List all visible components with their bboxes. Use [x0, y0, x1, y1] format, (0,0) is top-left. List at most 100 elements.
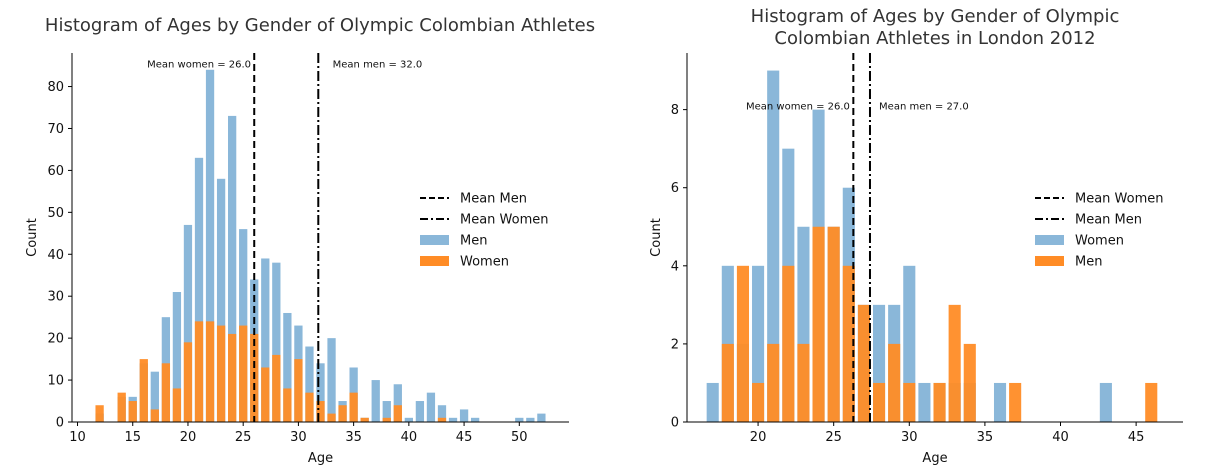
x-tick-label: 40	[1052, 430, 1069, 445]
bar-women-age-28	[272, 354, 281, 422]
y-tick-label: 70	[47, 122, 64, 137]
y-axis-label: Count	[649, 218, 664, 257]
bar-men-age-30	[903, 382, 916, 422]
bar-men-age-37	[1009, 382, 1022, 422]
y-tick-label: 0	[56, 416, 64, 431]
bar-women-age-21	[194, 321, 204, 422]
bar-men-age-23	[216, 178, 226, 422]
x-tick-label: 15	[124, 430, 141, 445]
bar-men-age-33	[948, 304, 961, 422]
bar-men-age-38	[382, 401, 391, 422]
bar-men-age-22	[782, 265, 795, 422]
bar-men-age-29	[283, 312, 292, 422]
bar-men-age-21	[767, 343, 780, 422]
bar-men-age-24	[812, 226, 825, 422]
bar-men-age-45	[459, 409, 469, 422]
x-tick-label: 20	[180, 430, 197, 445]
bar-men-age-31	[305, 346, 314, 422]
bar-women-age-38	[382, 417, 391, 422]
annotation-1: Mean men = 32.0	[333, 60, 423, 71]
bar-men-age-25	[827, 226, 840, 422]
bar-women-age-24	[228, 333, 237, 422]
bar-men-age-50	[515, 417, 524, 422]
bar-men-age-52	[537, 413, 546, 422]
bar-men-age-34	[963, 343, 976, 422]
legend-entry-mean-women: Mean Women	[1075, 192, 1164, 207]
legend-swatch	[420, 256, 449, 266]
bar-women-age-21	[767, 70, 780, 422]
bar-men-age-28	[272, 262, 281, 422]
y-tick-label: 40	[47, 248, 64, 263]
bar-men-age-25	[239, 229, 248, 422]
bar-women-age-43	[437, 417, 447, 422]
bar-men-age-46	[1145, 382, 1158, 422]
bar-women-age-29	[283, 388, 292, 422]
bar-men-age-32	[316, 363, 325, 422]
bar-men-age-33	[327, 338, 336, 422]
bar-women-age-35	[349, 392, 358, 422]
bar-men-age-41	[415, 401, 425, 422]
legend-swatch	[1035, 256, 1064, 266]
legend-entry-women: Women	[460, 255, 509, 270]
bar-men-age-20	[752, 382, 765, 422]
x-tick-label: 10	[69, 430, 86, 445]
legend-entry-women: Women	[1075, 234, 1124, 249]
bar-women-age-17	[706, 382, 719, 422]
x-axis-label: Age	[922, 451, 947, 466]
bar-women-age-19	[172, 388, 182, 422]
bar-women-age-16	[139, 359, 148, 422]
bar-women-age-39	[393, 405, 402, 422]
bar-women-age-27	[261, 367, 270, 422]
bar-women-age-32	[316, 401, 325, 422]
x-tick-label: 25	[825, 430, 842, 445]
legend-entry-men: Men	[1075, 255, 1102, 270]
bar-men-age-43	[437, 405, 447, 422]
bar-men-age-51	[526, 417, 535, 422]
bar-women-age-31	[918, 382, 931, 422]
bar-women-age-17	[150, 409, 159, 422]
x-tick-label: 35	[345, 430, 362, 445]
x-tick-label: 35	[977, 430, 994, 445]
chart-title: Histogram of Ages by Gender of Olympic Co…	[751, 6, 1120, 49]
legend-entry-men: Men	[460, 234, 487, 249]
bar-men-age-46	[470, 417, 480, 422]
bar-men-age-27	[261, 258, 270, 422]
bar-men-age-44	[448, 417, 458, 422]
legend-entry-mean-men: Mean Men	[460, 192, 527, 207]
legend-swatch	[1035, 235, 1064, 245]
bar-men-age-27	[857, 304, 870, 422]
bar-women-age-33	[327, 413, 336, 422]
bar-men-age-39	[393, 384, 402, 422]
bar-women-age-30	[294, 359, 303, 422]
y-tick-label: 0	[671, 416, 679, 431]
bar-men-age-40	[404, 417, 413, 422]
bar-women-age-18	[161, 363, 171, 422]
y-tick-label: 4	[671, 259, 679, 274]
chart-panel-right: Mean women = 26.0 Mean men = 27.020 25 30 35…	[649, 6, 1183, 466]
series-women	[95, 321, 447, 422]
annotation-0: Mean women = 26.0	[147, 60, 251, 71]
x-tick-label: 30	[290, 430, 307, 445]
bar-women-age-36	[360, 417, 369, 422]
bar-women-age-14	[117, 392, 126, 422]
x-tick-label: 45	[1128, 430, 1145, 445]
bar-women-age-36	[993, 382, 1007, 422]
legend: Mean Men Mean Women Men Women	[420, 192, 549, 270]
bar-men-age-17	[150, 371, 159, 422]
bar-men-age-28	[873, 382, 886, 422]
bar-women-age-43	[1099, 382, 1112, 422]
annotation-1: Mean men = 27.0	[879, 102, 969, 113]
bar-women-age-22	[205, 321, 215, 422]
y-tick-label: 50	[47, 206, 64, 221]
chart-title: Histogram of Ages by Gender of Olympic C…	[45, 15, 595, 36]
bar-men-age-23	[797, 343, 810, 422]
bar-women-age-15	[128, 401, 137, 422]
bar-men-age-18	[721, 343, 734, 422]
x-tick-label: 25	[235, 430, 252, 445]
bar-men-age-21	[194, 157, 204, 422]
y-tick-label: 2	[671, 337, 679, 352]
x-tick-label: 40	[401, 430, 418, 445]
y-tick-label: 60	[47, 164, 64, 179]
